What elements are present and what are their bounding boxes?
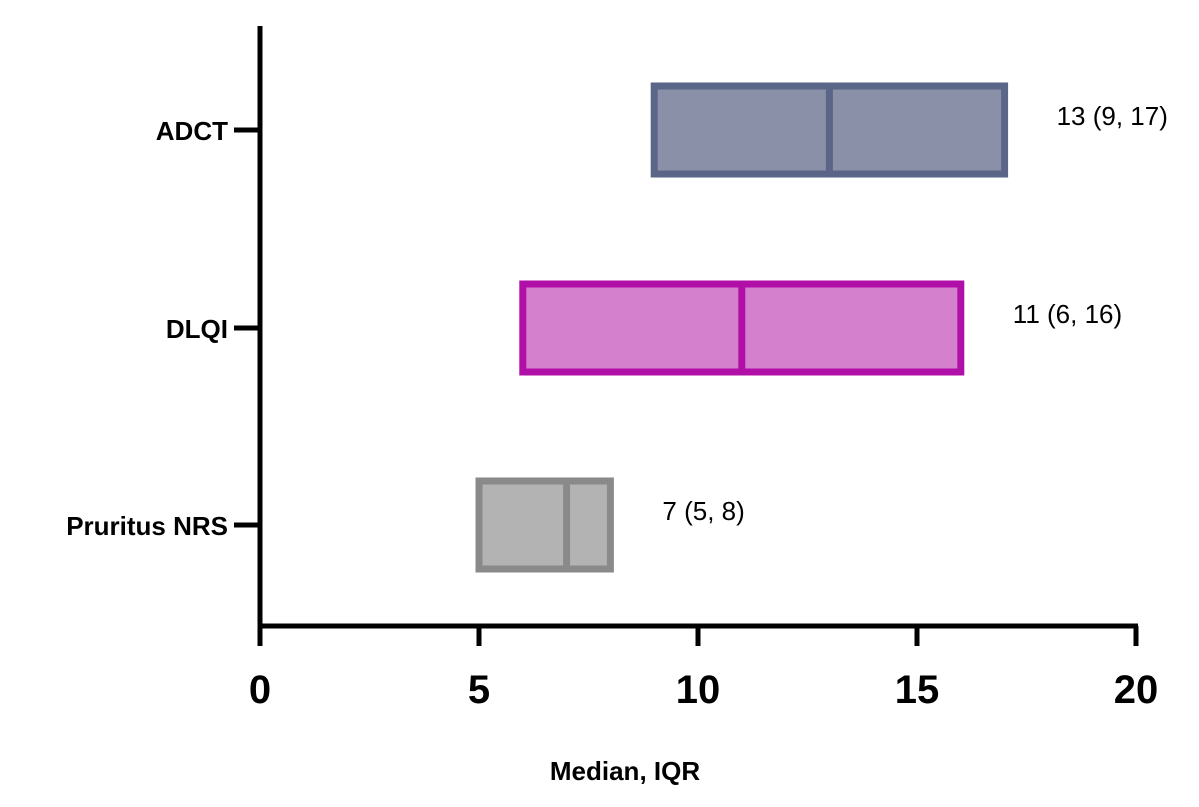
box-annotation: 7 (5, 8): [662, 496, 744, 526]
category-label: ADCT: [156, 116, 228, 146]
x-axis-ticks: 0 5 10 15 20: [249, 626, 1158, 712]
x-tick-label: 20: [1114, 668, 1159, 712]
category-label: Pruritus NRS: [66, 511, 228, 541]
x-tick-label: 10: [676, 668, 721, 712]
box-annotation: 11 (6, 16): [1013, 299, 1122, 329]
box-annotation: 13 (9, 17): [1057, 101, 1168, 131]
x-axis-title: Median, IQR: [550, 756, 700, 786]
x-tick-label: 5: [468, 668, 490, 712]
x-tick-label: 15: [895, 668, 940, 712]
iqr-box: [475, 477, 614, 573]
x-tick-label: 0: [249, 668, 271, 712]
boxes-group: ADCT 13 (9, 17) DLQI 11 (6, 16) Pruritus NRS…: [66, 82, 1168, 573]
category-label: DLQI: [166, 314, 228, 344]
